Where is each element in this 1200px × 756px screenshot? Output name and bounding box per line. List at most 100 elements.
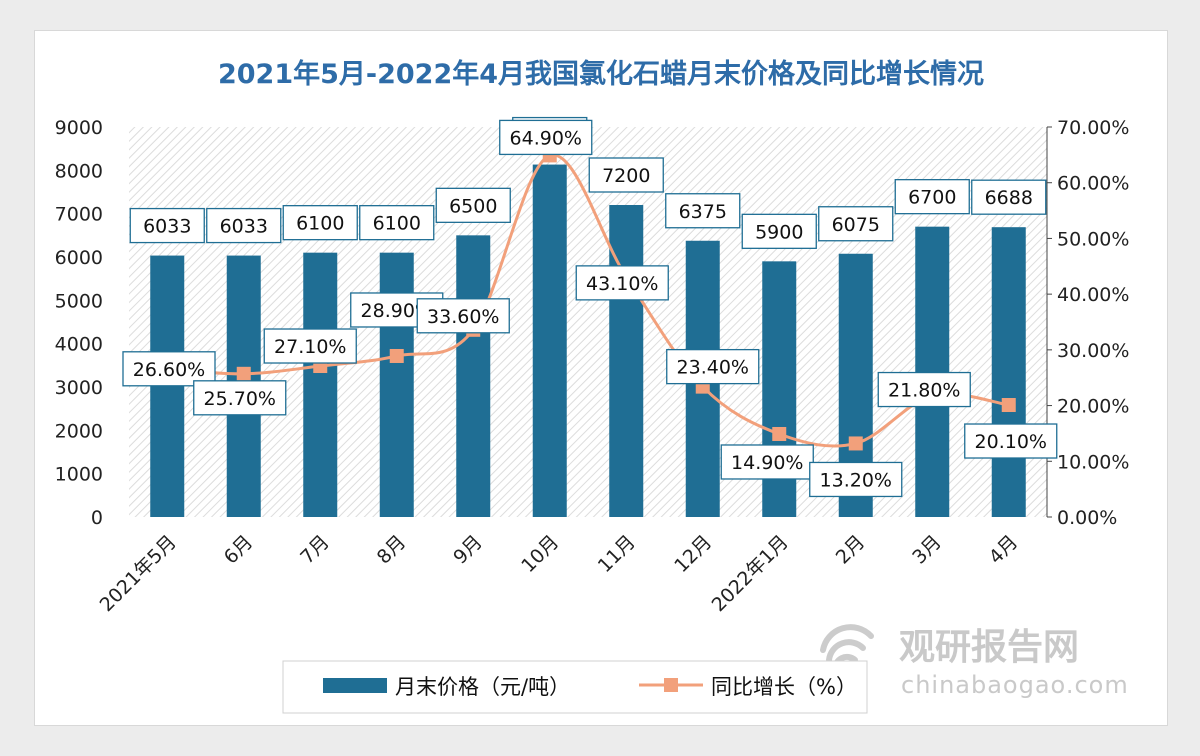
watermark-brand: 观研报告网 [899, 627, 1079, 668]
chart-card: 2021年5月-2022年4月我国氯化石蜡月末价格及同比增长情况 0 1000 20… [34, 30, 1168, 726]
y-right-tick-label: 50.00% [1057, 228, 1129, 250]
bar-value-label-text: 7200 [602, 165, 650, 187]
line-value-label-text: 43.10% [586, 273, 658, 295]
line-value-label: 20.10% [964, 423, 1058, 459]
line-value-label-text: 27.10% [274, 336, 346, 358]
y-left-tick-label: 7000 [55, 204, 103, 226]
bar-value-label-box [818, 206, 894, 242]
y-left-tick-label: 0 [91, 507, 103, 529]
x-tick-label: 2021年5月 [96, 531, 181, 616]
line-value-label: 43.10% [575, 265, 669, 301]
bar [379, 252, 414, 517]
bar [915, 226, 950, 517]
bar-value-label-box [206, 207, 282, 244]
line-value-label-box [666, 348, 760, 385]
legend: 月末价格（元/吨） 同比增长（%） [282, 660, 868, 714]
line-value-label-box [809, 461, 903, 498]
bar-value-label-box [894, 179, 970, 215]
bar-value-label-text: 6700 [908, 187, 956, 209]
watermark: 观研报告网 chinabaogao.com [820, 624, 1128, 699]
line-value-label-text: 13.20% [820, 469, 892, 491]
bar-value-label: 6500 [435, 187, 511, 223]
y-right-tick-label: 40.00% [1057, 284, 1129, 306]
line-point [389, 348, 404, 363]
y-left-tick-label: 4000 [55, 334, 103, 356]
bar-value-label: 6375 [665, 193, 741, 229]
bar-value-label-box [129, 207, 205, 244]
bar-value-label-text: 6100 [373, 213, 421, 235]
line-value-label: 13.20% [809, 461, 903, 498]
bar-value-label: 5900 [741, 213, 817, 249]
line-value-label-text: 25.70% [204, 388, 276, 410]
line-value-label-box [877, 371, 971, 408]
line-value-label-text: 21.80% [888, 380, 960, 402]
x-tick-label: 6月 [220, 531, 258, 569]
y-right-tick-label: 70.00% [1057, 117, 1129, 139]
plot-area [129, 127, 1047, 517]
chart-title: 2021年5月-2022年4月我国氯化石蜡月末价格及同比增长情况 [218, 58, 984, 90]
y-right-tick-label: 20.00% [1057, 396, 1129, 418]
bar [532, 164, 567, 517]
y-right-tick-label: 60.00% [1057, 173, 1129, 195]
line-value-label-box [499, 119, 593, 156]
bar-value-label-box [359, 205, 435, 241]
y-left-tick-label: 3000 [55, 377, 103, 399]
line-point [236, 366, 251, 381]
y-left-tick-label: 1000 [55, 464, 103, 486]
line-value-label-text: 23.40% [677, 357, 749, 379]
bar-value-label-box [741, 213, 817, 249]
line-value-label: 14.90% [720, 444, 814, 480]
bar-value-label-text: 6375 [679, 201, 727, 223]
x-tick-label: 2022年1月 [708, 531, 793, 616]
line-point [1001, 398, 1016, 413]
x-tick-label: 8月 [373, 531, 411, 569]
y-left-tick-label: 2000 [55, 420, 103, 442]
line-value-label: 64.90% [499, 119, 593, 156]
legend-bar-swatch [323, 678, 387, 693]
bar-value-label: 6075 [818, 206, 894, 242]
bar-value-label-text: 6033 [220, 216, 268, 238]
bar-value-label-box [282, 205, 358, 241]
line-value-label-box [575, 265, 669, 301]
line-value-label-text: 28.90% [361, 300, 433, 322]
x-tick-label: 3月 [908, 531, 946, 569]
y-left-tick-label: 9000 [55, 117, 103, 139]
line-value-label-text: 64.90% [510, 127, 582, 149]
line-value-label-text: 33.60% [427, 306, 499, 328]
bar-value-label-text: 6500 [449, 195, 497, 217]
line-value-label-text: 14.90% [731, 452, 803, 474]
x-tick-label: 4月 [985, 531, 1023, 569]
legend-line-label: 同比增长（%） [711, 675, 857, 699]
y-left-tick-label: 8000 [55, 160, 103, 182]
line-value-label-box [416, 298, 510, 334]
x-tick-label: 12月 [670, 531, 716, 577]
bar-value-label-text: 6075 [832, 214, 880, 236]
bar-value-label: 6033 [129, 207, 205, 244]
x-tick-label: 10月 [517, 531, 563, 577]
bar-value-label: 6100 [359, 205, 435, 241]
y-left-tick-label: 6000 [55, 247, 103, 269]
y-left-tick-label: 5000 [55, 290, 103, 312]
bar [609, 205, 644, 517]
y-right-tick-label: 10.00% [1057, 451, 1129, 473]
x-tick-label: 2月 [832, 531, 870, 569]
bar [303, 252, 338, 517]
bar-value-label-box [435, 187, 511, 223]
bar-value-label-box [588, 157, 664, 193]
bar [456, 235, 491, 518]
x-tick-label: 11月 [594, 531, 640, 577]
bar-value-label-text: 6033 [143, 216, 191, 238]
line-value-label: 21.80% [877, 371, 971, 408]
bar-value-label: 7200 [588, 157, 664, 193]
bar-value-label: 6700 [894, 179, 970, 215]
bar-value-label-text: 6100 [296, 213, 344, 235]
legend-line-marker [664, 678, 678, 692]
bar-value-label-text: 6688 [985, 187, 1033, 209]
line-value-label-box [122, 351, 216, 387]
legend-bar-label: 月末价格（元/吨） [395, 675, 570, 699]
line-value-label: 25.70% [193, 380, 287, 416]
line-value-label: 26.60% [122, 351, 216, 387]
line-value-label-text: 26.60% [133, 359, 205, 381]
line-value-label: 27.10% [263, 328, 357, 364]
line-value-label-box [263, 328, 357, 364]
